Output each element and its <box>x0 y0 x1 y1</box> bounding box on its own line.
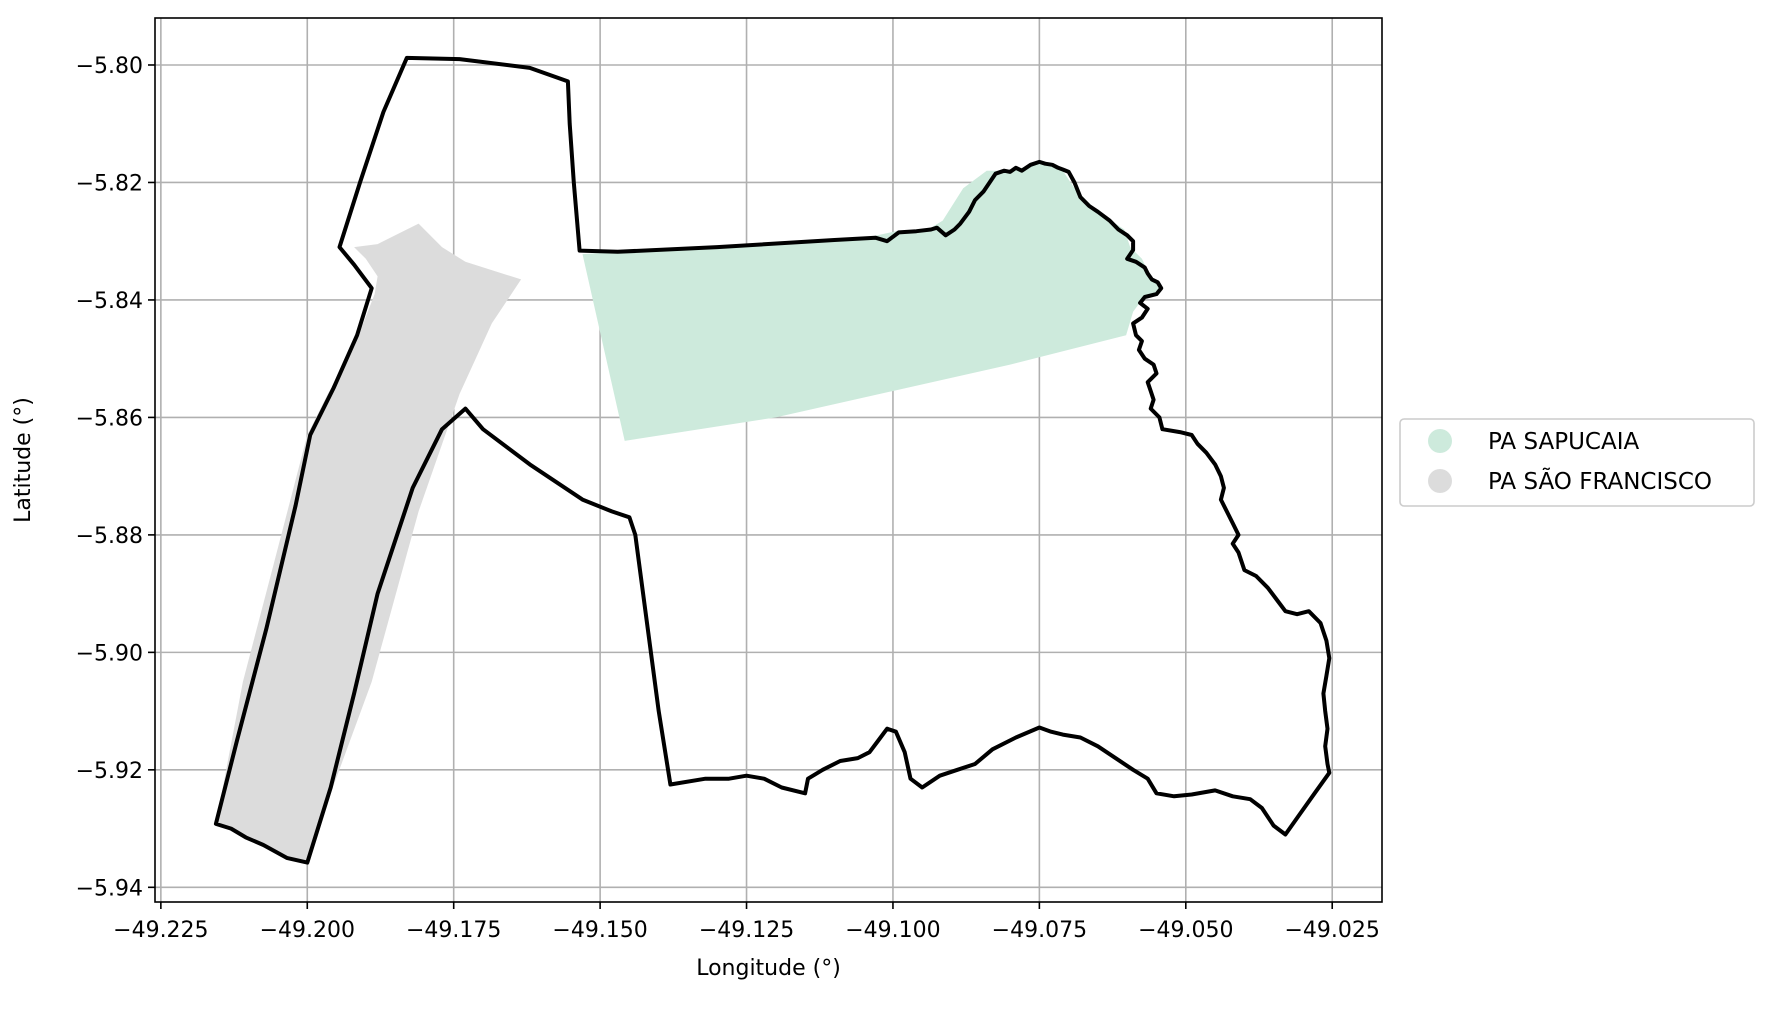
x-tick-label: −49.175 <box>406 918 501 943</box>
boundary-outline <box>213 55 1332 865</box>
x-tick-label: −49.125 <box>699 918 794 943</box>
y-tick-label: −5.88 <box>76 524 143 549</box>
y-tick-label: −5.92 <box>76 759 143 784</box>
area-polygons <box>215 161 1164 863</box>
y-tick-label: −5.86 <box>76 406 143 431</box>
x-tick-label: −49.200 <box>260 918 355 943</box>
x-tick-label: −49.025 <box>1285 918 1380 943</box>
boundary-outlines <box>213 55 1332 865</box>
legend-marker-sapucaia <box>1428 429 1452 453</box>
x-tick-label: −49.050 <box>1138 918 1233 943</box>
plot-frame <box>154 17 1383 903</box>
x-tick-label: −49.150 <box>552 918 647 943</box>
y-tick-label: −5.90 <box>76 641 143 666</box>
legend-label-sao-francisco: PA SÃO FRANCISCO <box>1488 467 1712 495</box>
y-axis-label: Latitude (°) <box>11 397 36 523</box>
polygon-pa-sapucaia <box>582 161 1164 441</box>
legend-marker-sao-francisco <box>1428 469 1452 493</box>
x-axis-label: Longitude (°) <box>696 956 841 981</box>
y-tick-label: −5.82 <box>76 171 143 196</box>
x-tick-label: −49.225 <box>113 918 208 943</box>
x-tick-label: −49.100 <box>845 918 940 943</box>
legend-box <box>1399 418 1755 507</box>
polygon-pa-s-o-francisco <box>215 223 522 863</box>
y-tick-label: −5.94 <box>76 876 143 901</box>
y-tick-label: −5.80 <box>76 54 143 79</box>
y-tick-label: −5.84 <box>76 289 143 314</box>
y-axis-ticks: −5.80 −5.82 −5.84 −5.86 −5.88 −5.90 −5.92 −5.94 <box>76 54 155 901</box>
legend: PA SAPUCAIA PA SÃO FRANCISCO <box>1399 418 1755 507</box>
plot-area <box>154 17 1383 903</box>
x-axis-ticks: −49.225 −49.200 −49.175 −49.150 −49.125 −49.1… <box>113 902 1380 943</box>
x-tick-label: −49.075 <box>992 918 1087 943</box>
legend-label-sapucaia: PA SAPUCAIA <box>1488 429 1639 455</box>
